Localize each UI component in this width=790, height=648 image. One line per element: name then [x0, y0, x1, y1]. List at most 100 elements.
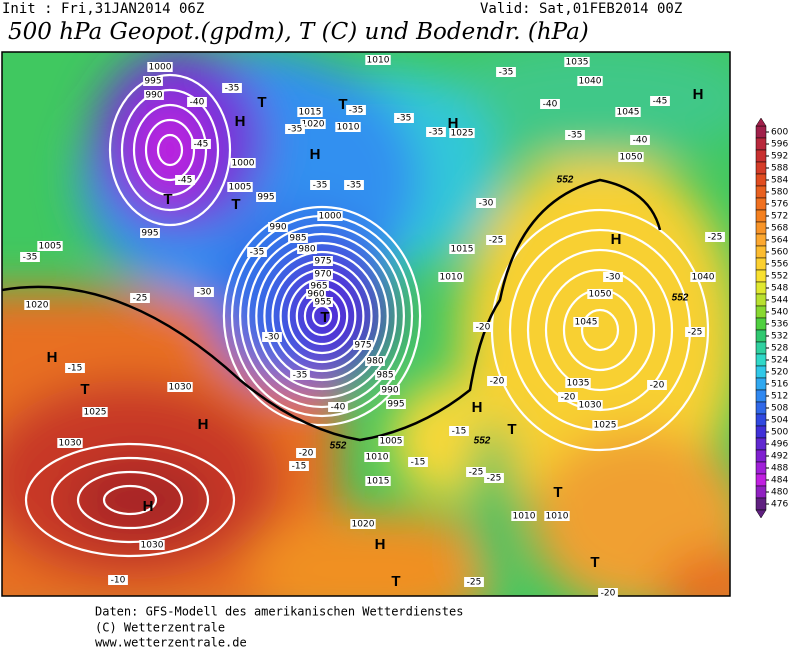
contour-label-box — [577, 400, 603, 410]
contour-label-box — [296, 448, 316, 458]
contour-label: 1020 — [302, 120, 325, 130]
colorbar-label: 560 — [771, 248, 788, 258]
contour-label: 1000 — [149, 63, 172, 73]
colorbar-label: 484 — [771, 476, 788, 486]
contour-label: -35 — [499, 68, 514, 78]
contour-label: 1005 — [229, 183, 252, 193]
colorbar-label: 540 — [771, 308, 788, 318]
isobar — [132, 103, 208, 197]
contour-label-box — [486, 235, 506, 245]
contour-label: 1015 — [451, 245, 474, 255]
contour-label: -40 — [190, 98, 205, 108]
contour-label: 1040 — [579, 77, 602, 87]
contour-label: -20 — [490, 377, 505, 387]
colorbar-top-arrow — [755, 117, 767, 127]
contour-label: 975 — [314, 257, 331, 267]
contour-label-box — [438, 272, 464, 282]
map-title: 500 hPa Geopot.(gpdm), T (C) und Bodendr… — [8, 19, 589, 45]
contour-label: 1025 — [594, 421, 617, 431]
contour-label-box — [313, 256, 333, 266]
pressure-system: T — [338, 96, 347, 113]
contour-label: 1045 — [575, 318, 598, 328]
contour-label: -45 — [653, 97, 668, 107]
contour-label-box — [290, 370, 310, 380]
footer-url: www.wetterzentrale.de — [95, 636, 247, 648]
contour-label: -30 — [479, 199, 494, 209]
contour-label-box — [297, 107, 323, 117]
contour-label: -15 — [292, 462, 307, 472]
colorbar-label: 524 — [771, 356, 788, 366]
contour-label-box — [394, 113, 414, 123]
contour-label-box — [565, 378, 591, 388]
colorbar-swatch — [755, 197, 767, 211]
colorbar-swatch — [755, 353, 767, 367]
contour-label: -25 — [469, 468, 484, 478]
contour-label-box — [365, 55, 391, 65]
contour-label: 1020 — [26, 301, 49, 311]
colorbar-label: 528 — [771, 344, 788, 354]
contour-label-box — [364, 452, 390, 462]
contour-label: 975 — [354, 341, 371, 351]
colorbar-label: 516 — [771, 380, 788, 390]
colorbar-swatch — [755, 257, 767, 271]
contour-label-box — [449, 244, 475, 254]
contour-label-box — [449, 128, 475, 138]
colorbar-swatch — [755, 125, 767, 139]
contour-label: 1030 — [59, 439, 82, 449]
colorbar-label: 564 — [771, 236, 788, 246]
colorbar-swatch — [755, 461, 767, 475]
contour-label-box — [139, 540, 165, 550]
colorbar-label: 588 — [771, 164, 788, 174]
contour-label: -15 — [452, 427, 467, 437]
contour-label: 980 — [366, 357, 383, 367]
contour-label-box — [511, 511, 537, 521]
colorbar-swatch — [755, 413, 767, 427]
contour-label-box — [268, 222, 288, 232]
contour-label: 985 — [376, 371, 393, 381]
isobar — [24, 442, 236, 558]
colorbar-label: 504 — [771, 416, 788, 426]
contour-label: -35 — [347, 181, 362, 191]
contour-label: 1010 — [440, 273, 463, 283]
footer-source: Daten: GFS-Modell des amerikanischen Wet… — [95, 605, 463, 619]
isobar — [144, 118, 196, 182]
contour-label: 955 — [314, 298, 331, 308]
thickness-552-line — [2, 178, 662, 442]
contour-label: 1015 — [367, 477, 390, 487]
contour-label-box — [309, 281, 329, 291]
contour-label-box — [230, 158, 256, 168]
contour-label: -20 — [650, 381, 665, 391]
contour-label: 970 — [314, 270, 331, 280]
contour-label: -15 — [68, 364, 83, 374]
footer-copyright: (C) Wetterzentrale — [95, 621, 225, 635]
contour-label-box — [285, 124, 305, 134]
contour-label: -25 — [489, 236, 504, 246]
contour-label: 1010 — [546, 512, 569, 522]
contour-label: 965 — [310, 282, 327, 292]
colorbar-swatch — [755, 305, 767, 319]
contour-label-box — [353, 340, 373, 350]
contour-label-box — [306, 289, 326, 299]
pressure-system: H — [143, 498, 154, 515]
contour-label: 1040 — [692, 273, 715, 283]
isobar — [580, 308, 620, 352]
contour-label: -25 — [708, 233, 723, 243]
contour-label-box — [256, 192, 276, 202]
contour-label-box — [65, 363, 85, 373]
contour-label: -30 — [606, 273, 621, 283]
contour-label-box — [365, 356, 385, 366]
isobar — [255, 241, 389, 391]
contour-label-box — [130, 293, 150, 303]
isobar — [263, 250, 381, 382]
contour-label-box — [335, 122, 361, 132]
colorbar-label: 576 — [771, 200, 788, 210]
contour-label: -35 — [288, 125, 303, 135]
contour-label-box — [288, 233, 308, 243]
contour-label: -35 — [250, 248, 265, 258]
contour-label: -45 — [194, 140, 209, 150]
contour-label-box — [408, 457, 428, 467]
contour-label: -35 — [397, 114, 412, 124]
colorbar-swatch — [755, 329, 767, 343]
contour-label: 985 — [289, 234, 306, 244]
contour-label: -45 — [178, 176, 193, 186]
